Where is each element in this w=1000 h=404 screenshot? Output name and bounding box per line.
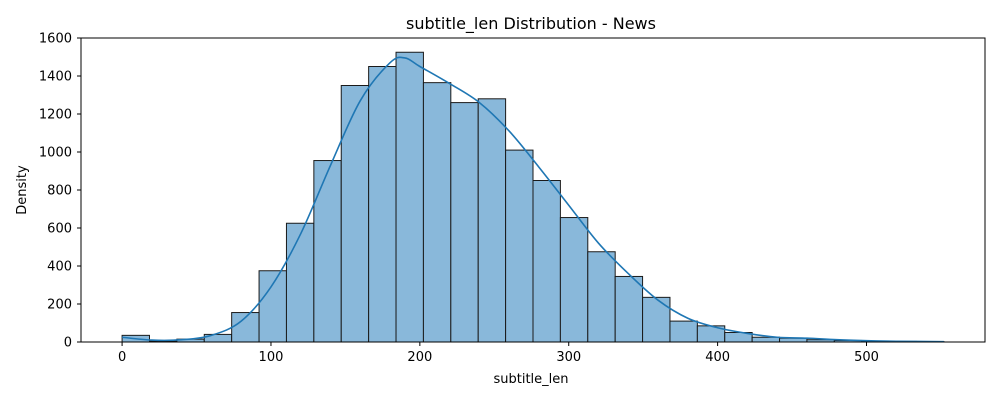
histogram-bars [122, 52, 944, 342]
y-axis-label: Density [15, 165, 30, 215]
histogram-bar [506, 150, 533, 342]
chart-title: subtitle_len Distribution - News [406, 14, 656, 34]
y-tick-label: 0 [64, 336, 72, 351]
histogram-bar [670, 321, 697, 342]
histogram-bar [259, 271, 286, 342]
histogram-bar [314, 161, 341, 342]
y-tick-label: 1600 [39, 32, 72, 47]
x-tick-label: 300 [556, 350, 581, 365]
x-tick-label: 200 [407, 350, 432, 365]
histogram-bar [643, 297, 670, 342]
x-axis-ticks: 0 100 200 300 400 500 [118, 342, 879, 365]
histogram-bar [752, 337, 779, 342]
histogram-bar [615, 276, 642, 342]
histogram-bar [451, 103, 478, 342]
histogram-bar [588, 252, 615, 342]
y-tick-label: 600 [47, 222, 72, 237]
histogram-bar [341, 86, 368, 343]
x-tick-label: 400 [705, 350, 730, 365]
x-tick-label: 100 [259, 350, 284, 365]
histogram-bar [560, 218, 587, 342]
histogram-bar [286, 223, 313, 342]
y-tick-label: 800 [47, 184, 72, 199]
histogram-bar [396, 52, 423, 342]
y-tick-label: 1400 [39, 70, 72, 85]
histogram-bar [533, 181, 560, 343]
x-tick-label: 500 [854, 350, 879, 365]
y-tick-label: 400 [47, 260, 72, 275]
x-axis-label: subtitle_len [493, 372, 568, 387]
histogram-bar [423, 83, 450, 342]
y-tick-label: 1000 [39, 146, 72, 161]
y-tick-label: 200 [47, 298, 72, 313]
x-tick-label: 0 [118, 350, 126, 365]
histogram-bar [478, 99, 505, 342]
y-tick-label: 1200 [39, 108, 72, 123]
histogram-bar [369, 67, 396, 343]
y-axis-ticks: 0 200 400 600 800 1000 1200 1400 1600 [39, 32, 81, 351]
